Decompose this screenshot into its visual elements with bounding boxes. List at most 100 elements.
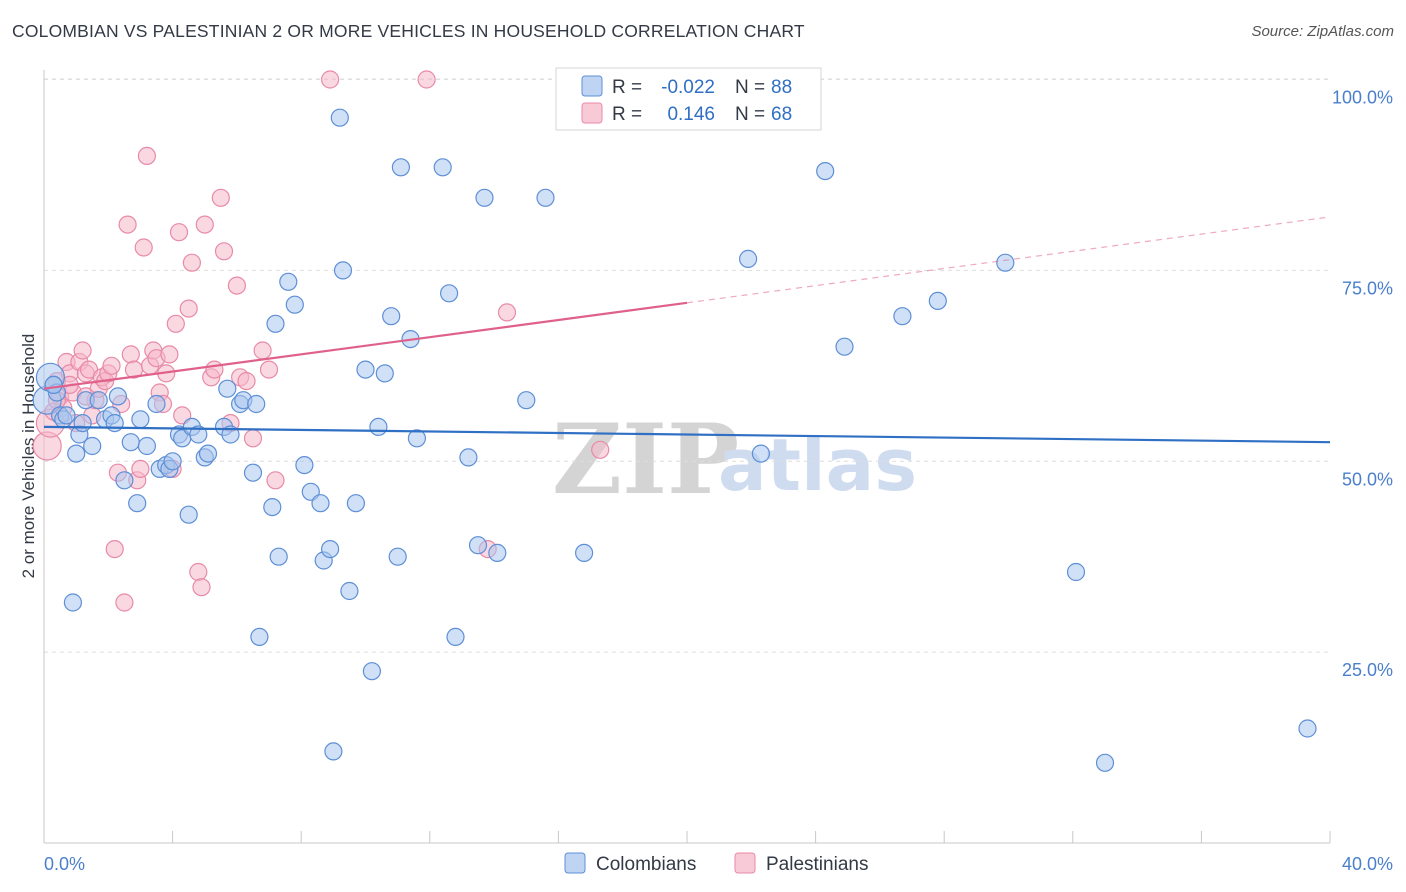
colombians-point-61 — [375, 364, 394, 383]
colombians-point-83 — [996, 253, 1015, 272]
palestinians-point-40 — [166, 314, 185, 333]
colombians-point-71 — [468, 536, 488, 555]
colombians-point-42 — [250, 627, 269, 647]
palestinians-point-60 — [321, 70, 340, 89]
colombians-point-74 — [517, 391, 536, 410]
palestinians-point-25 — [118, 215, 137, 234]
colombians-point-18 — [115, 471, 134, 490]
palestinians-trend-line-extension — [686, 216, 1331, 304]
palestinians-point-11 — [73, 341, 92, 360]
colombians-point-52 — [321, 539, 340, 559]
colombians-point-66 — [407, 429, 426, 448]
colombians-swatch — [581, 75, 603, 97]
palestinians-point-26 — [121, 345, 140, 364]
x-tick-label-max: 40.0% — [1342, 854, 1393, 874]
colombians-point-58 — [356, 360, 375, 379]
watermark: ZIP atlas — [552, 403, 917, 516]
palestinians-point-24 — [115, 593, 134, 612]
colombians-point-27 — [163, 452, 182, 471]
palestinians-point-59 — [266, 471, 285, 490]
colombians-point-19 — [121, 433, 140, 452]
colombians-point-20 — [128, 494, 147, 513]
colombians-point-34 — [198, 444, 218, 463]
n-label-palestinians: N = — [735, 104, 765, 125]
palestinians-point-61 — [417, 70, 436, 89]
colombians-point-78 — [751, 444, 771, 463]
gridlines — [44, 78, 1330, 653]
palestinians-point-29 — [131, 459, 150, 478]
palestinians-point-30 — [134, 238, 153, 257]
colombians-point-82 — [928, 291, 947, 310]
colombians-point-7 — [63, 593, 83, 612]
colombians-point-59 — [362, 662, 381, 681]
r-value-colombians: -0.022 — [661, 77, 715, 98]
colombians-point-81 — [893, 307, 912, 326]
colombians-point-10 — [73, 414, 92, 433]
chart-title: COLOMBIAN VS PALESTINIAN 2 OR MORE VEHIC… — [12, 21, 805, 41]
colombians-point-85 — [1095, 753, 1115, 772]
palestinians-point-21 — [105, 539, 124, 559]
legend-colombians-swatch — [564, 852, 586, 874]
palestinians-point-56 — [243, 429, 263, 448]
legend-colombians-label: Colombians — [596, 854, 696, 875]
colombians-point-6 — [57, 406, 76, 425]
colombians-point-84 — [1066, 562, 1086, 582]
palestinians-point-51 — [214, 242, 234, 261]
y-axis-title: 2 or more Vehicles in Household — [19, 334, 38, 579]
colombians-point-69 — [446, 627, 465, 647]
palestinians-point-53 — [227, 276, 246, 295]
legend-palestinians-label: Palestinians — [766, 854, 868, 875]
colombians-point-76 — [574, 543, 594, 563]
colombians-point-8 — [67, 444, 86, 463]
colombians-point-46 — [279, 272, 298, 291]
palestinians-point-45 — [189, 562, 208, 582]
n-label-colombians: N = — [735, 77, 765, 98]
x-tick-label-min: 0.0% — [44, 854, 85, 874]
colombians-point-75 — [536, 188, 555, 207]
trend-lines — [43, 216, 1331, 444]
legend-palestinians-swatch — [734, 852, 756, 874]
palestinians-point-57 — [253, 341, 272, 360]
palestinians-point-47 — [195, 215, 214, 234]
palestinians-point-41 — [169, 223, 189, 242]
palestinians-point-50 — [211, 188, 230, 207]
x-tick-marks — [43, 831, 1331, 843]
colombians-point-40 — [247, 394, 266, 414]
colombians-point-37 — [218, 379, 237, 398]
y-tick-label-100: 100.0% — [1332, 88, 1393, 108]
colombians-point-44 — [269, 547, 288, 566]
colombians-point-12 — [83, 436, 102, 456]
watermark-zip: ZIP — [552, 403, 739, 516]
r-label-colombians: R = — [612, 77, 642, 98]
palestinians-point-58 — [259, 360, 279, 379]
palestinians-point-46 — [192, 578, 211, 597]
colombians-point-57 — [346, 494, 365, 513]
source-credit: Source: ZipAtlas.com — [1251, 23, 1394, 40]
palestinians-point-55 — [237, 372, 256, 391]
colombians-point-68 — [440, 284, 459, 303]
palestinians-point-20 — [102, 356, 121, 375]
palestinians-trend-line — [43, 301, 688, 390]
colombians-point-72 — [475, 188, 494, 207]
colombians-point-32 — [189, 425, 208, 444]
y-tick-label-75: 75.0% — [1342, 278, 1393, 298]
colombians-point-79 — [816, 162, 835, 181]
colombians-point-86 — [1298, 719, 1317, 738]
y-tick-label-50: 50.0% — [1342, 469, 1393, 489]
colombians-point-47 — [285, 295, 304, 314]
colombians-point-45 — [266, 314, 285, 333]
colombians-trend-line — [43, 425, 1331, 444]
colombians-point-73 — [488, 543, 507, 563]
colombians-point-17 — [108, 387, 128, 406]
series-legend: Colombians Palestinians — [564, 852, 868, 875]
colombians-point-87 — [44, 375, 63, 394]
r-value-palestinians: 0.146 — [667, 104, 715, 125]
palestinians-points — [32, 70, 610, 612]
colombians-point-22 — [137, 436, 156, 456]
colombians-points — [32, 108, 1317, 772]
palestinians-point-43 — [179, 299, 198, 318]
r-label-palestinians: R = — [612, 104, 642, 125]
colombians-point-60 — [369, 417, 388, 436]
colombians-point-62 — [382, 307, 401, 326]
